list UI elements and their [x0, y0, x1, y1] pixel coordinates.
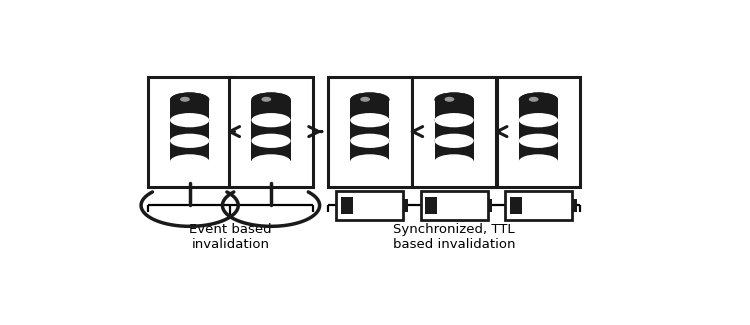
- Ellipse shape: [434, 154, 474, 169]
- FancyBboxPatch shape: [413, 76, 496, 187]
- Ellipse shape: [350, 92, 389, 107]
- Ellipse shape: [350, 113, 389, 127]
- Ellipse shape: [434, 134, 474, 148]
- Bar: [170, 99, 209, 120]
- Bar: [519, 99, 558, 120]
- Ellipse shape: [519, 113, 558, 127]
- FancyBboxPatch shape: [496, 76, 580, 187]
- Bar: [434, 141, 474, 162]
- Bar: [336, 191, 404, 220]
- Ellipse shape: [519, 92, 558, 107]
- Bar: [341, 197, 353, 214]
- Text: Synchronized, TTL
based invalidation: Synchronized, TTL based invalidation: [393, 223, 515, 251]
- Ellipse shape: [180, 97, 190, 102]
- Ellipse shape: [170, 113, 209, 127]
- Ellipse shape: [519, 134, 558, 148]
- Bar: [509, 197, 522, 214]
- Ellipse shape: [350, 134, 389, 148]
- FancyBboxPatch shape: [148, 76, 232, 187]
- Ellipse shape: [434, 113, 474, 127]
- Bar: [251, 99, 290, 120]
- FancyBboxPatch shape: [328, 76, 412, 187]
- Ellipse shape: [350, 92, 389, 107]
- Ellipse shape: [519, 92, 558, 107]
- Ellipse shape: [529, 97, 538, 102]
- Ellipse shape: [350, 134, 389, 148]
- Bar: [505, 191, 572, 220]
- Ellipse shape: [170, 134, 209, 148]
- Ellipse shape: [360, 97, 370, 102]
- Ellipse shape: [350, 113, 389, 127]
- Ellipse shape: [251, 134, 290, 148]
- Bar: [251, 141, 290, 162]
- Ellipse shape: [251, 113, 290, 127]
- Bar: [350, 99, 389, 120]
- Ellipse shape: [170, 134, 209, 148]
- FancyBboxPatch shape: [230, 76, 313, 187]
- Ellipse shape: [519, 134, 558, 148]
- Ellipse shape: [251, 92, 290, 107]
- Ellipse shape: [434, 113, 474, 127]
- Ellipse shape: [519, 113, 558, 127]
- Bar: [434, 120, 474, 141]
- Bar: [572, 199, 577, 212]
- Ellipse shape: [434, 134, 474, 148]
- Ellipse shape: [170, 92, 209, 107]
- Bar: [404, 199, 408, 212]
- Ellipse shape: [445, 97, 454, 102]
- Bar: [425, 197, 437, 214]
- Bar: [421, 191, 488, 220]
- Bar: [519, 141, 558, 162]
- Bar: [434, 99, 474, 120]
- Bar: [488, 199, 492, 212]
- Text: Event based
invalidation: Event based invalidation: [189, 223, 272, 251]
- Bar: [350, 120, 389, 141]
- Bar: [350, 141, 389, 162]
- Bar: [251, 120, 290, 141]
- Bar: [170, 120, 209, 141]
- Ellipse shape: [434, 92, 474, 107]
- Ellipse shape: [350, 154, 389, 169]
- Ellipse shape: [251, 92, 290, 107]
- Ellipse shape: [519, 154, 558, 169]
- Ellipse shape: [170, 92, 209, 107]
- Ellipse shape: [170, 154, 209, 169]
- Ellipse shape: [170, 113, 209, 127]
- Ellipse shape: [262, 97, 272, 102]
- Ellipse shape: [251, 113, 290, 127]
- Ellipse shape: [251, 154, 290, 169]
- Bar: [519, 120, 558, 141]
- Ellipse shape: [251, 134, 290, 148]
- Bar: [170, 141, 209, 162]
- Ellipse shape: [434, 92, 474, 107]
